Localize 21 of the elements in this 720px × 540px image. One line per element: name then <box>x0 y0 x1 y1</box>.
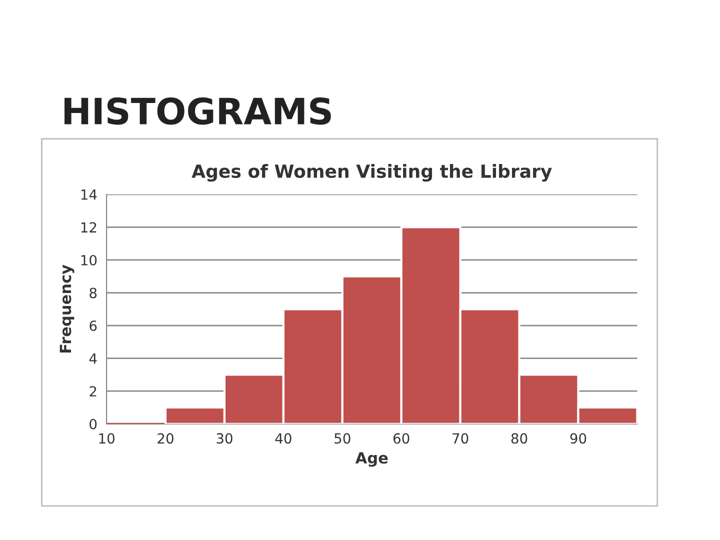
x-axis-title: Age <box>355 452 388 467</box>
x-tick-label: 90 <box>570 433 586 444</box>
y-tick-label: 14 <box>81 190 97 200</box>
chart-title: Ages of Women Visiting the Library <box>192 164 552 182</box>
x-tick-label: 60 <box>393 433 410 444</box>
x-tick-label: 70 <box>452 433 468 444</box>
x-tick-label: 10 <box>99 433 114 444</box>
y-tick-label: 2 <box>90 386 96 396</box>
text: HISTOGRAMS <box>64 97 331 125</box>
x-tick-label: 30 <box>216 433 232 444</box>
x-tick-label: 20 <box>158 433 174 444</box>
x-tick-label: 80 <box>511 433 528 444</box>
y-tick-label: 8 <box>90 288 97 298</box>
y-axis-title: Frequency <box>60 264 74 352</box>
y-tick-label: 4 <box>89 353 97 364</box>
y-tick-label: 12 <box>81 222 96 232</box>
y-tick-label: 6 <box>90 320 97 332</box>
y-tick-label: 10 <box>81 254 97 266</box>
y-tick-label: 0 <box>90 418 97 430</box>
x-tick-label: 50 <box>334 433 350 444</box>
x-tick-label: 40 <box>275 433 292 444</box>
